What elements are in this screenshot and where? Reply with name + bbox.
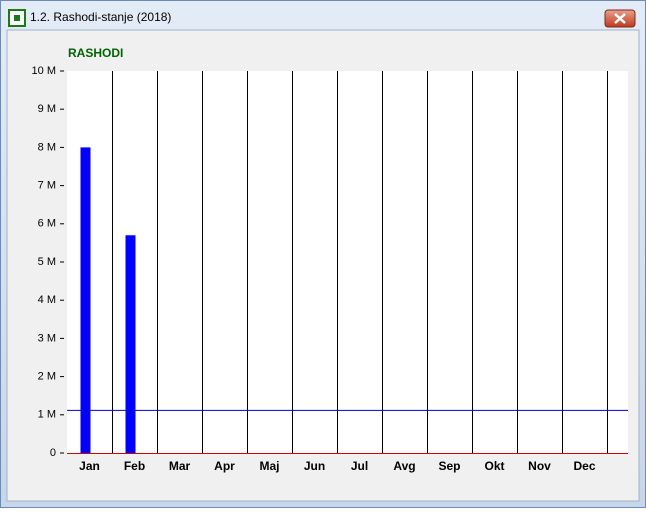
- y-tick-label: 5 M: [38, 256, 56, 268]
- y-tick-label: 8 M: [38, 141, 56, 153]
- x-tick-label: Jul: [351, 459, 368, 473]
- x-tick-label: Okt: [484, 459, 504, 473]
- x-tick-label: Jan: [79, 459, 100, 473]
- x-tick-label: Apr: [214, 459, 235, 473]
- y-tick-label: 2 M: [38, 371, 56, 383]
- bar: [125, 235, 136, 453]
- chart-title: RASHODI: [68, 46, 123, 60]
- x-tick-label: Sep: [438, 459, 460, 473]
- close-button[interactable]: [604, 9, 636, 28]
- y-tick-label: 3 M: [38, 332, 56, 344]
- bar: [80, 147, 91, 453]
- x-tick-label: Nov: [528, 459, 551, 473]
- x-tick-label: Feb: [124, 459, 145, 473]
- x-tick-label: Maj: [259, 459, 279, 473]
- x-tick-label: Dec: [573, 459, 595, 473]
- app-icon-dot: [14, 15, 20, 21]
- y-tick-label: 7 M: [38, 180, 56, 192]
- y-tick-label: 10 M: [32, 65, 56, 77]
- y-tick-label: 4 M: [38, 294, 56, 306]
- y-tick-label: 6 M: [38, 218, 56, 230]
- y-tick-label: 1 M: [38, 409, 56, 421]
- chart: 0 1 M 2 M 3 M 4 M 5 M 6 M 7 M 8 M 9 M 10 M Jan Feb Ma…: [32, 65, 628, 473]
- plot-area: [67, 71, 628, 453]
- x-tick-label: Avg: [393, 459, 415, 473]
- y-tick-label: 9 M: [38, 103, 56, 115]
- x-tick-label: Jun: [304, 459, 325, 473]
- x-tick-label: Mar: [169, 459, 191, 473]
- window-title: 1.2. Rashodi-stanje (2018): [30, 10, 171, 24]
- y-tick-label: 0: [50, 447, 56, 459]
